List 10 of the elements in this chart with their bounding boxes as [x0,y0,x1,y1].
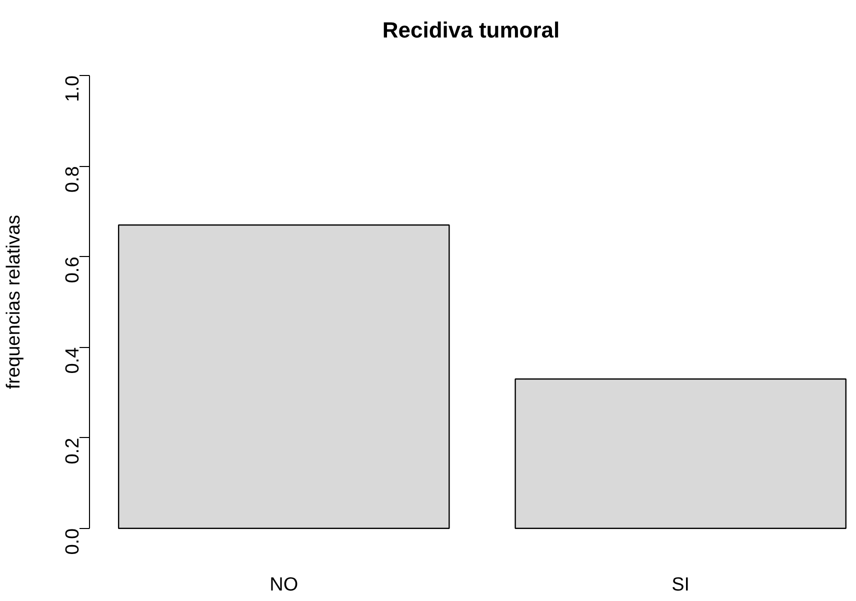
y-tick-label: 1.0 [62,76,84,102]
x-tick-label: NO [270,574,298,596]
y-tick-label: 0.4 [62,346,84,374]
y-tick-label: 0.0 [62,528,84,555]
y-axis-title: frequencias relativas [4,214,24,390]
y-tick-label: 0.8 [62,166,84,193]
y-tick-label: 0.6 [62,256,84,284]
y-tick-label: 0.2 [62,438,84,464]
x-tick-label: SI [672,574,690,596]
chart-title: Recidiva tumoral [382,18,560,42]
